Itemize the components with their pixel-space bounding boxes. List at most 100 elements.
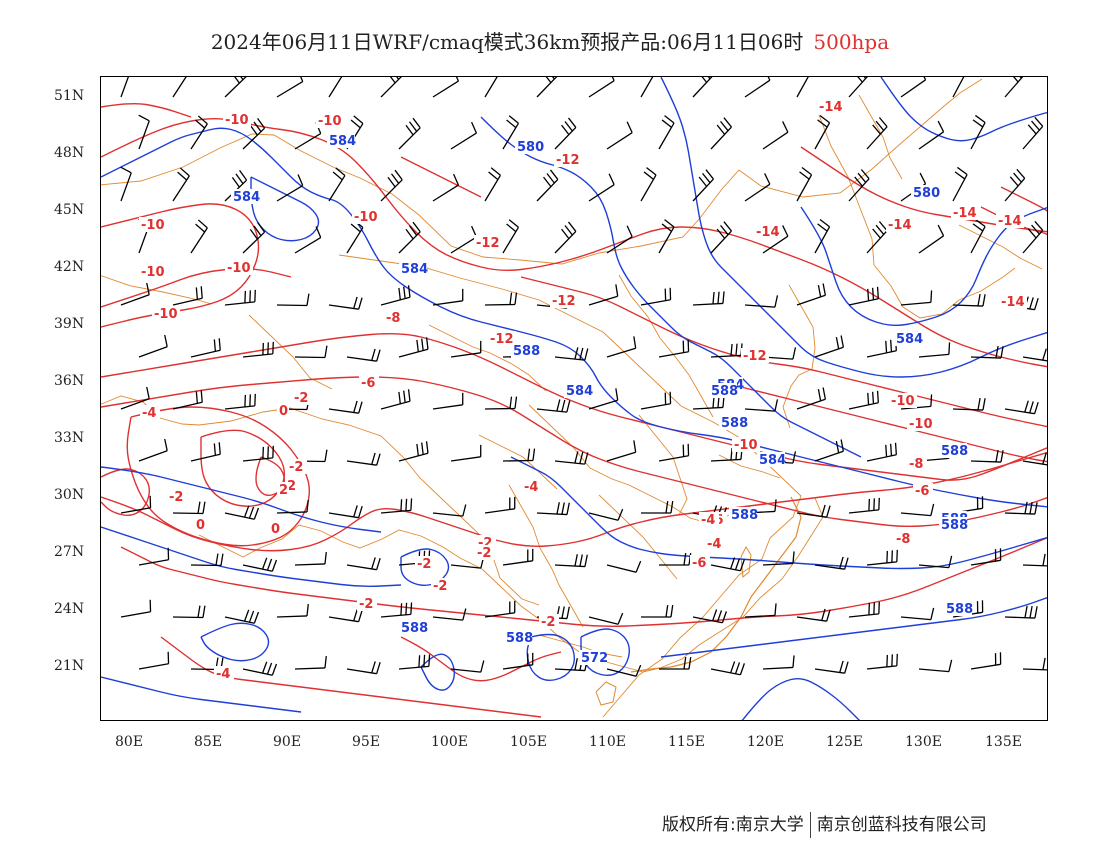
wind-barb bbox=[900, 77, 927, 98]
wind-barb bbox=[138, 547, 170, 566]
wind-barb bbox=[190, 338, 221, 358]
wind-barb bbox=[242, 557, 278, 572]
longitude-label: 105E bbox=[510, 734, 547, 750]
map-canvas: -10 -10 -10 -10 -10 -10 -10 -12 -12 -12 -14 -14 -14 -… bbox=[101, 77, 1047, 720]
temperature-label-bg bbox=[913, 483, 933, 498]
temperature-contour-line bbox=[740, 386, 1047, 463]
temperature-contour-line bbox=[400, 636, 562, 682]
wind-barb bbox=[970, 548, 1002, 566]
wind-barb bbox=[606, 560, 642, 573]
wind-barb bbox=[536, 399, 571, 413]
height-label-bg bbox=[729, 507, 757, 522]
wind-barb bbox=[172, 286, 203, 306]
temperature-contour-line bbox=[255, 456, 286, 497]
longitude-label: 85E bbox=[194, 734, 223, 750]
wind-barb bbox=[432, 77, 460, 98]
wind-barb bbox=[814, 660, 849, 674]
wind-barb bbox=[744, 399, 779, 412]
wind-barb bbox=[224, 289, 256, 306]
wind-barb bbox=[190, 115, 208, 150]
wind-barb bbox=[328, 167, 346, 202]
height-contour-line bbox=[101, 466, 382, 533]
border-line bbox=[528, 404, 752, 525]
height-contour-line bbox=[660, 77, 1047, 378]
wind-barb bbox=[952, 293, 986, 307]
temperature-label: -12 bbox=[476, 236, 500, 251]
height-contour-line bbox=[880, 77, 1047, 142]
wind-barbs bbox=[120, 77, 1047, 677]
border-line bbox=[638, 414, 688, 516]
wind-barb bbox=[1004, 77, 1024, 98]
temperature-label: -14 bbox=[756, 225, 780, 240]
wind-barb bbox=[640, 287, 672, 306]
height-label-bg bbox=[709, 383, 737, 398]
temperature-label: -10 bbox=[909, 417, 933, 432]
wind-barb bbox=[484, 600, 516, 618]
temperature-label-bg bbox=[690, 555, 710, 570]
wind-barb bbox=[398, 221, 421, 254]
wind-barb bbox=[744, 173, 771, 202]
temperature-label-bg bbox=[277, 403, 289, 418]
wind-barb bbox=[294, 655, 327, 670]
temperature-label-bg bbox=[139, 217, 167, 232]
temperature-label-bg bbox=[415, 556, 435, 571]
wind-barb bbox=[190, 442, 221, 462]
wind-barb bbox=[484, 496, 516, 514]
wind-barb bbox=[588, 284, 619, 306]
height-label-bg bbox=[939, 517, 967, 532]
wind-barb bbox=[1004, 605, 1038, 619]
height-label: 584 bbox=[759, 453, 786, 468]
wind-barb bbox=[640, 77, 654, 98]
temperature-contour-line bbox=[101, 468, 151, 517]
wind-barb bbox=[866, 117, 888, 150]
height-contour-line bbox=[800, 206, 1047, 327]
wind-barb bbox=[120, 386, 150, 410]
height-label-bg bbox=[511, 343, 539, 358]
temperature-label: -12 bbox=[490, 332, 514, 347]
wind-barb bbox=[224, 393, 256, 410]
temperature-label: -10 bbox=[141, 218, 165, 233]
wind-barb bbox=[866, 442, 897, 462]
wind-barb bbox=[276, 293, 310, 307]
longitude-label: 125E bbox=[826, 734, 863, 750]
wind-barb bbox=[692, 77, 713, 98]
temperature-contour-line bbox=[800, 146, 1047, 233]
wind-barb bbox=[138, 334, 168, 358]
temperature-label: -10 bbox=[891, 394, 915, 409]
wind-barb bbox=[762, 655, 795, 670]
temperature-label-bg bbox=[488, 331, 516, 346]
height-label-bg bbox=[231, 189, 259, 204]
temperature-label: -2 bbox=[433, 579, 447, 594]
hainan-island bbox=[595, 681, 617, 706]
wind-barb bbox=[658, 115, 675, 150]
temperature-label: -14 bbox=[888, 218, 912, 233]
temperature-contour-line bbox=[126, 406, 311, 547]
wind-barb bbox=[120, 166, 132, 202]
temperature-label-bg bbox=[475, 545, 495, 560]
temperature-label-bg bbox=[223, 112, 251, 127]
temperature-label-bg bbox=[996, 213, 1024, 228]
wind-barb bbox=[918, 120, 945, 150]
temperature-contour-line bbox=[120, 537, 1047, 627]
height-contour-line bbox=[101, 676, 302, 713]
temperature-label: -12 bbox=[552, 294, 576, 309]
wind-barb bbox=[276, 603, 309, 618]
wind-barb bbox=[450, 121, 478, 150]
wind-barb bbox=[814, 556, 849, 570]
temperature-label-bg bbox=[522, 479, 542, 494]
wind-barb bbox=[658, 339, 690, 358]
temperature-label-bg bbox=[699, 512, 719, 527]
wind-barb bbox=[120, 77, 129, 98]
height-label-bg bbox=[911, 185, 939, 200]
height-contour-line bbox=[741, 677, 860, 720]
temperature-label-bg bbox=[951, 205, 979, 220]
wind-barb bbox=[432, 608, 467, 621]
height-label: 588 bbox=[513, 344, 540, 359]
wind-barb bbox=[172, 77, 187, 98]
wind-barb bbox=[918, 224, 945, 254]
border-line bbox=[248, 314, 333, 390]
height-contour-line bbox=[420, 653, 456, 691]
wind-barb bbox=[970, 345, 1004, 359]
wind-barb bbox=[432, 392, 464, 410]
latitude-label: 36N bbox=[54, 373, 85, 389]
